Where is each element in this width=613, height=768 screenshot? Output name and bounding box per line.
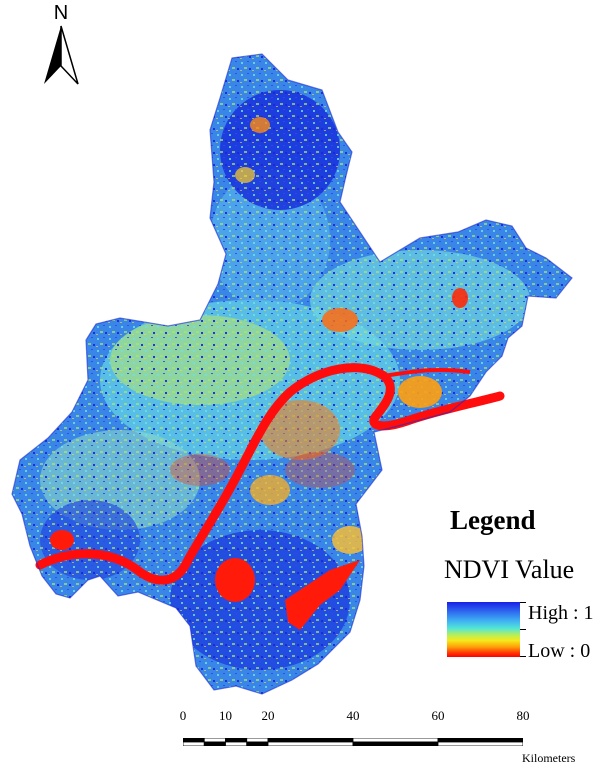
legend-subtitle: NDVI Value xyxy=(444,555,575,584)
scale-bar-segment xyxy=(183,738,205,743)
scale-bar-units: Kilometers xyxy=(522,751,576,765)
legend-low-label: Low : 0 xyxy=(528,640,591,662)
legend-color-ramp xyxy=(447,602,520,657)
scale-bar-segment xyxy=(267,741,354,746)
scale-bar-segment xyxy=(267,738,354,743)
legend-tick-mid xyxy=(520,629,526,630)
scale-bar-segment xyxy=(183,741,205,746)
scale-bar-tick-label: 10 xyxy=(219,708,232,723)
legend-title: Legend xyxy=(450,505,536,535)
legend: Legend NDVI Value High : 1 Low : 0 xyxy=(440,505,610,665)
legend-tick-high xyxy=(520,602,526,603)
scale-bar-segment xyxy=(437,741,523,746)
scale-bar-segment xyxy=(203,741,226,746)
scale-bar-graphic xyxy=(183,738,523,746)
scale-bar-tick-label: 20 xyxy=(261,708,275,723)
scale-bar-segment xyxy=(246,738,269,743)
scale-bar: 0 10 20 40 60 80 Kilometers xyxy=(178,708,613,768)
legend-high-label: High : 1 xyxy=(528,602,594,624)
scale-bar-segment xyxy=(352,738,439,743)
river-tributary xyxy=(383,367,471,378)
scale-bar-tick-label: 40 xyxy=(346,708,360,723)
scale-bar-segment xyxy=(246,741,269,746)
north-label: N xyxy=(53,2,69,24)
scale-bar-segment xyxy=(352,741,439,746)
scale-bar-segment xyxy=(203,738,226,743)
north-arrow-icon xyxy=(44,25,79,85)
scale-bar-segment xyxy=(225,741,248,746)
legend-tick-low xyxy=(520,656,526,657)
scale-bar-segment xyxy=(437,738,523,743)
scale-bar-tick-label: 80 xyxy=(516,708,530,723)
scale-bar-tick-label: 60 xyxy=(431,708,445,723)
scale-bar-tick-label: 0 xyxy=(179,708,187,723)
scale-bar-segment xyxy=(225,738,248,743)
river xyxy=(35,363,505,585)
